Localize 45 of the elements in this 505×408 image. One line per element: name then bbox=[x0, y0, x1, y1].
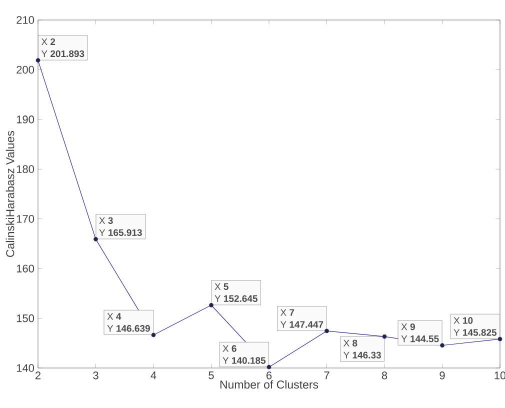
annotation: Y 152.645 bbox=[214, 295, 258, 302]
x-tick-label: 8 bbox=[382, 372, 388, 380]
annotation: X 3 bbox=[99, 217, 113, 224]
x-tick-label: 5 bbox=[208, 372, 214, 380]
annotation: X 5 bbox=[214, 283, 228, 290]
x-tick-label: 9 bbox=[440, 372, 445, 380]
annotation: Y 146.639 bbox=[107, 325, 150, 332]
y-tick-label: 160 bbox=[16, 264, 34, 272]
annotation: Y 140.185 bbox=[222, 357, 266, 364]
annotation: Y 146.33 bbox=[343, 352, 381, 358]
annotation: X 6 bbox=[222, 345, 236, 352]
point bbox=[498, 336, 502, 342]
point bbox=[209, 302, 214, 308]
y-axis-title: CalinskiHarabasz Values bbox=[6, 130, 14, 257]
point bbox=[36, 58, 40, 63]
x-axis-title: Number of Clusters bbox=[220, 380, 318, 389]
x-tick-label: 4 bbox=[150, 372, 156, 380]
annotation: Y 201.893 bbox=[41, 50, 84, 58]
annotation: X 10 bbox=[454, 317, 473, 324]
x-tick-label: 7 bbox=[324, 372, 330, 380]
annotation: Y 145.825 bbox=[454, 329, 497, 336]
annotation: Y 165.913 bbox=[99, 229, 142, 236]
annotation: Y 147.447 bbox=[280, 321, 324, 328]
y-tick-label: 140 bbox=[16, 364, 34, 372]
x-tick-label: 2 bbox=[35, 372, 41, 380]
annotation: X 7 bbox=[280, 309, 294, 316]
annotation: X 9 bbox=[401, 323, 415, 330]
point bbox=[266, 364, 272, 370]
y-tick-label: 210 bbox=[16, 16, 34, 24]
annotation: X 2 bbox=[41, 38, 56, 46]
point bbox=[324, 328, 329, 334]
x-tick-label: 6 bbox=[266, 372, 272, 380]
y-tick-label: 180 bbox=[16, 165, 34, 174]
point bbox=[440, 343, 444, 348]
point bbox=[382, 334, 387, 339]
x-tick-label: 3 bbox=[93, 372, 98, 380]
y-tick-label: 170 bbox=[16, 214, 34, 223]
point bbox=[151, 332, 156, 338]
annotation: X 4 bbox=[107, 313, 122, 320]
point bbox=[94, 236, 98, 242]
y-tick-label: 150 bbox=[16, 314, 34, 322]
y-tick-label: 190 bbox=[16, 116, 34, 124]
y-tick-label: 200 bbox=[16, 66, 34, 74]
annotation: X 8 bbox=[343, 340, 358, 346]
annotation: Y 144.55 bbox=[401, 336, 439, 342]
